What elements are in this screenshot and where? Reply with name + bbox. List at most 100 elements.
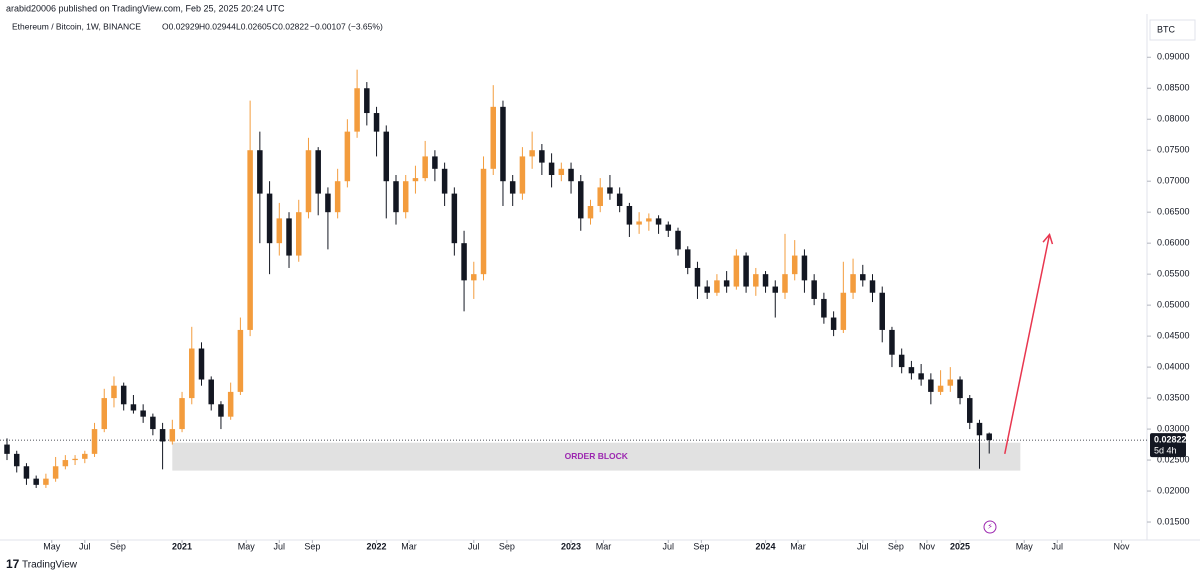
x-tick-label: Nov [919, 541, 936, 551]
x-tick-label: 2024 [756, 541, 776, 551]
candle-body [43, 478, 49, 485]
candle-body [548, 162, 555, 176]
candle-body [480, 168, 487, 275]
candle-body [723, 280, 730, 287]
candle-body [412, 178, 419, 182]
x-tick-label: Jul [857, 541, 869, 551]
candle-body [733, 255, 740, 287]
candle-body [762, 274, 769, 287]
last-price-label: 0.02822 [1154, 434, 1187, 444]
logo-mark: 17 [6, 557, 20, 571]
candle-body [393, 181, 399, 213]
candle-body [422, 156, 428, 179]
alert-icon-glyph[interactable]: ⚡ [987, 522, 993, 531]
x-tick-label: 2023 [561, 541, 581, 551]
x-tick-label: Jul [274, 541, 286, 551]
candle-body [373, 113, 380, 132]
candle-body [655, 218, 662, 225]
x-tick-label: Sep [693, 541, 709, 551]
candle-body [227, 391, 234, 417]
candle-body [305, 150, 312, 213]
candle-body [62, 460, 69, 467]
candle-body [587, 205, 594, 219]
ohlc-close: C0.02822 [272, 21, 309, 31]
candle-body [500, 106, 506, 182]
alert-icon[interactable] [983, 520, 997, 534]
candle-body [937, 385, 944, 392]
candle-body [461, 243, 467, 281]
candle-body [830, 317, 837, 330]
candle-body [82, 453, 88, 459]
order-block-label: ORDER BLOCK [565, 451, 629, 461]
candle-body [850, 274, 856, 293]
candle-body [840, 292, 847, 330]
y-tick-label: 0.04000 [1157, 361, 1190, 371]
candle-body [811, 280, 817, 299]
candle-body [704, 286, 710, 293]
candle-body [247, 150, 253, 330]
y-tick-label: 0.09000 [1157, 52, 1190, 62]
ohlc-open: O0.02929 [162, 21, 200, 31]
y-tick-label: 0.02500 [1157, 454, 1190, 464]
ohlc-change: −0.00107 (−3.65%) [310, 21, 383, 31]
candle-body [266, 193, 273, 244]
candle-body [91, 429, 98, 454]
y-tick-label: 0.06500 [1157, 207, 1190, 217]
candle-body [509, 181, 516, 194]
candle-body [364, 88, 370, 114]
candle-body [898, 354, 905, 368]
candle-body [928, 379, 934, 392]
x-tick-label: Mar [790, 541, 806, 551]
candle-body [295, 212, 302, 256]
x-tick-label: 2022 [367, 541, 387, 551]
candle-body [947, 379, 954, 386]
candle-body [860, 274, 866, 281]
currency-box [1149, 19, 1196, 41]
ohlc-high: H0.02944 [199, 21, 236, 31]
y-tick-label: 0.06000 [1157, 238, 1190, 248]
x-tick-label: Nov [1113, 541, 1130, 551]
candle-body [490, 106, 496, 169]
candle-body [879, 292, 885, 330]
candle-body [286, 218, 292, 256]
candle-body [23, 466, 30, 479]
candle-body [471, 274, 477, 281]
x-tick-label: Sep [110, 541, 126, 551]
y-tick-label: 0.03500 [1157, 392, 1190, 402]
candle-body [665, 224, 672, 231]
candle-body [568, 168, 574, 182]
candle-body [869, 280, 876, 293]
x-tick-label: Sep [499, 541, 515, 551]
candle-body [782, 274, 788, 293]
candle-body [753, 274, 759, 287]
candle-body [918, 373, 924, 380]
y-tick-label: 0.05000 [1157, 300, 1190, 310]
x-tick-label: Mar [596, 541, 612, 551]
candle-body [52, 466, 59, 479]
candle-body [675, 230, 681, 250]
candle-body [908, 367, 915, 374]
candle-body [140, 410, 146, 417]
x-tick-label: Jul [79, 541, 91, 551]
candle-body [578, 181, 584, 219]
candle-body [889, 329, 895, 355]
candle-body [986, 433, 992, 441]
x-tick-label: May [1016, 541, 1034, 551]
x-tick-label: Sep [888, 541, 904, 551]
candle-body [714, 280, 720, 293]
candle-body [432, 156, 438, 169]
candle-body [451, 193, 458, 244]
x-tick-label: Jul [468, 541, 480, 551]
publisher: arabid20006 published on TradingView.com… [6, 3, 285, 13]
y-tick-label: 0.03000 [1157, 423, 1190, 433]
y-tick-label: 0.08500 [1157, 83, 1190, 93]
x-tick-label: 2025 [950, 541, 970, 551]
candle-body [354, 88, 360, 132]
candle-body [344, 131, 351, 182]
projection-arrow-head [1042, 232, 1054, 245]
y-tick-label: 0.01500 [1157, 516, 1190, 526]
candle-body [13, 453, 20, 467]
candle-body [558, 168, 565, 176]
